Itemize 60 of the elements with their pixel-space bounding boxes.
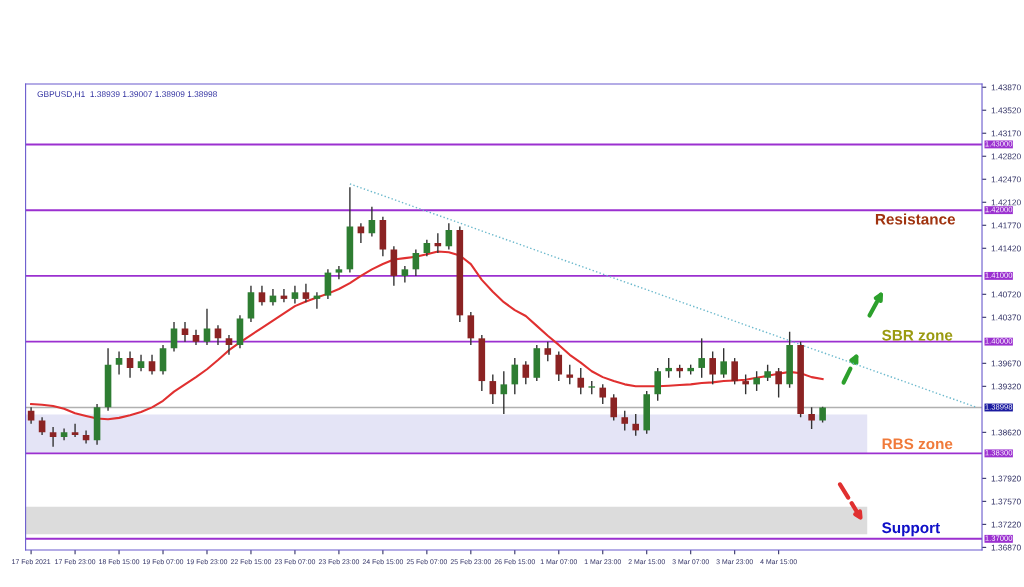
y-tick-label: 1.37220 <box>991 521 1021 528</box>
candlestick <box>621 409 629 432</box>
candlestick <box>115 350 123 376</box>
candlestick <box>368 206 376 238</box>
y-tick-label: 1.37920 <box>991 475 1021 482</box>
candlestick <box>775 367 782 399</box>
y-tick-label: 1.39670 <box>991 360 1021 367</box>
y-tick-label: 1.40370 <box>991 314 1021 321</box>
candlestick <box>170 321 178 353</box>
y-tick-label: 1.43870 <box>991 84 1021 91</box>
candlestick <box>544 340 552 363</box>
candlestick <box>203 308 211 346</box>
y-tick-label: 1.43170 <box>991 130 1021 137</box>
candlestick <box>214 324 222 346</box>
candlestick <box>742 373 749 395</box>
candlestick <box>577 367 585 395</box>
candlestick <box>808 406 815 430</box>
candlestick <box>302 283 310 303</box>
candlestick <box>181 321 189 343</box>
candlestick <box>522 360 530 386</box>
candlestick <box>489 373 497 405</box>
candlestick <box>610 393 618 422</box>
y-tick-label: 1.37570 <box>991 498 1021 505</box>
candlestick <box>720 347 727 379</box>
candlestick <box>225 334 233 356</box>
annotation: SBR zone <box>882 329 953 341</box>
candlestick <box>159 344 167 376</box>
y-tick-label: 1.36870 <box>991 544 1021 551</box>
text: GBPUSD,H1 1.38939 1.39007 1.38909 1.38998 <box>37 91 217 99</box>
y-tick-label: 1.38620 <box>991 429 1021 436</box>
annotation: Support <box>882 522 940 537</box>
candlestick <box>467 311 475 346</box>
candlestick <box>148 354 156 376</box>
y-tick-label: 1.41770 <box>991 222 1021 229</box>
y-tick-label: 1.42470 <box>991 176 1021 183</box>
candlestick <box>731 357 738 386</box>
y-tick-label: 1.43520 <box>991 107 1021 114</box>
candlestick <box>632 413 640 437</box>
candlestick <box>698 337 705 379</box>
y-tick-label: 1.42120 <box>991 199 1021 206</box>
candlestick <box>555 350 563 382</box>
candlestick <box>654 367 662 402</box>
candlestick <box>324 268 332 300</box>
y-tick-label: 1.39320 <box>991 383 1021 390</box>
candlestick <box>49 426 57 448</box>
candlestick <box>566 363 574 386</box>
annotation: RBS zone <box>882 438 953 450</box>
candlestick <box>71 423 79 438</box>
annotation: Resistance <box>875 213 956 225</box>
y-tick-label: 1.40720 <box>991 291 1021 298</box>
candlestick <box>599 383 607 405</box>
candlestick <box>665 357 673 379</box>
candlestick <box>709 350 716 386</box>
candlestick <box>258 285 266 307</box>
candlestick <box>753 370 760 392</box>
candlestick <box>126 350 134 379</box>
candlestick <box>335 265 343 280</box>
candlestick <box>500 370 508 415</box>
y-tick-label: 1.42820 <box>991 153 1021 160</box>
y-tick-label: 1.41420 <box>991 245 1021 252</box>
